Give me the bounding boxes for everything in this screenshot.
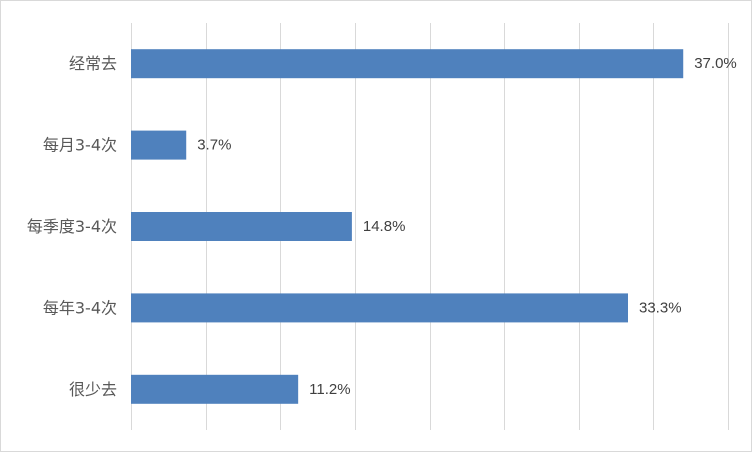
bars — [131, 49, 684, 404]
category-label-3: 每年3-4次 — [43, 298, 117, 317]
value-label-1: 3.7% — [197, 137, 231, 154]
bar-0 — [131, 49, 684, 79]
value-label-3: 33.3% — [639, 299, 682, 316]
bar-3 — [131, 293, 629, 323]
category-label-0: 经常去 — [69, 54, 117, 73]
category-label-4: 很少去 — [69, 380, 117, 399]
bar-4 — [131, 374, 299, 404]
value-label-0: 37.0% — [694, 55, 737, 72]
gridlines — [131, 23, 729, 430]
bar-2 — [131, 212, 352, 241]
value-labels: 37.0% 3.7% 14.8% 33.3% 11.2% — [197, 55, 737, 398]
bar-1 — [131, 130, 187, 160]
value-label-2: 14.8% — [363, 218, 406, 235]
category-label-1: 每月3-4次 — [43, 136, 117, 155]
category-label-2: 每季度3-4次 — [27, 217, 117, 236]
value-label-4: 11.2% — [309, 381, 350, 398]
